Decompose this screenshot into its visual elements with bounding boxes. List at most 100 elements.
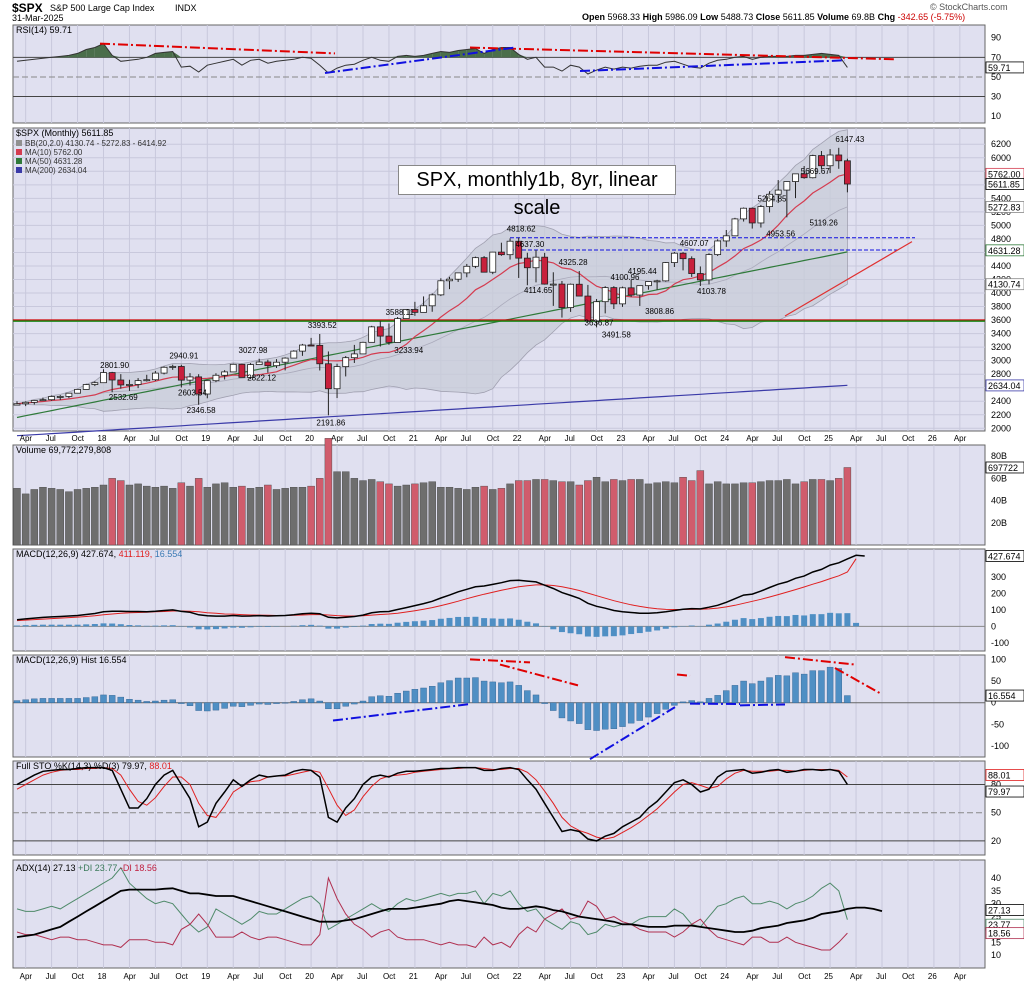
macd-hist-bar [411,621,418,627]
volume-bar [194,478,203,546]
price-value-tag-text: 4130.74 [988,280,1021,290]
x-axis-label-top: Jul [461,434,471,443]
macd-hist-bar [264,626,271,627]
price-value-tag-box [985,178,1024,190]
rsi-trendline-red-1 [99,42,336,55]
ma200-line [16,384,848,437]
candle-body [402,309,410,319]
candle [688,256,696,277]
candle [610,286,618,309]
volume-bar [21,493,30,546]
hist-bar [550,702,557,711]
sto-d-value-tag-box [985,769,1024,781]
macd-hist-bar [247,626,254,628]
macd-hist-bar [593,626,600,637]
hist-bar [524,690,531,703]
candle [662,262,670,282]
volume-bar [670,482,679,546]
price-point-label: 4953.56 [766,230,795,239]
hist-bar [645,702,652,718]
hist-bar [463,677,470,703]
macd-hist-bar [135,625,142,627]
macd-hist-bar [14,625,20,627]
volume-bar [454,488,462,546]
candle-body [316,344,324,365]
candle [446,276,453,290]
price-point-label: 6147.43 [835,135,864,144]
hist-bar [31,698,38,703]
rsi-axis-tick: 10 [991,111,1001,121]
price-point-label: 2822.12 [247,374,276,383]
macd-hist-bar [221,626,228,629]
macd-hist-bar [109,623,116,627]
x-axis-label-bottom: Oct [72,972,85,981]
volume-bar [393,485,402,546]
candle-body [844,160,851,185]
hist-bar [532,694,540,703]
rsi-value-tag-box [985,61,1024,74]
x-axis-label-bottom: Apr [539,972,552,981]
candle-body [489,251,497,273]
candle-body [454,272,462,280]
x-axis-label-bottom: Oct [694,972,707,981]
volume-bar [515,480,523,546]
price-point-label: 2603.54 [178,388,207,397]
candle-body [273,361,280,367]
hist-bar [429,686,436,703]
volume-bar [618,480,627,546]
macd-panel [12,548,986,652]
adx-axis-tick: 40 [991,873,1001,883]
x-axis-label-bottom: 26 [928,972,937,981]
candle [748,207,756,229]
hist-bar [307,698,315,703]
x-axis-label-top: Jul [565,434,575,443]
price-value-tag-text: 5272.83 [988,202,1021,212]
hist-bar [558,702,566,719]
macd-hist-bar [654,626,661,631]
price-point-label: 3808.86 [645,307,674,316]
x-axis-label-top: Apr [850,434,863,443]
sto-k-value-tag: 79.97 [985,785,1024,798]
x-axis-label-bottom: 21 [409,972,418,981]
x-axis-label-top: Jul [149,434,159,443]
hist-bar [264,702,272,705]
price-value-tag-text: 2634.04 [988,381,1021,391]
volume-bar [497,488,506,546]
x-axis-label-bottom: Apr [850,972,863,981]
macd-hist-bar [91,624,98,627]
macd-value-tag-text: 427.674 [988,551,1021,561]
candle-body [108,372,116,381]
macd-hist-bar [100,623,107,627]
volume-bar [229,487,237,546]
hist-bar [368,696,375,703]
hist-bar [506,681,514,703]
candle-body [774,189,782,195]
hist-bar [333,702,341,710]
candle-body [497,251,505,256]
macd-hist-bar [550,626,557,630]
hist-bar [273,702,280,704]
x-axis-label-bottom: 19 [201,972,210,981]
candle-body [212,374,220,382]
x-axis-label-top: Oct [902,434,915,443]
chg-label: Chg [877,12,896,22]
hist-bar [238,702,246,707]
candle [108,371,116,393]
hist-bar [541,702,548,704]
rsi-trendline-red-2 [469,46,896,61]
candle-body [91,382,99,385]
x-axis-label-bottom: Apr [20,972,33,981]
hist-bar [602,702,609,730]
candle-body [324,363,332,390]
hist-axis-tick: 0 [991,698,996,708]
candle [835,147,843,169]
volume-bar [610,479,618,546]
x-axis-label-bottom: 24 [720,972,729,981]
candle [316,334,324,371]
volume-bar [238,485,246,546]
candle [203,380,211,399]
hist-bar [671,702,678,706]
volume-bar [722,483,730,546]
rsi-axis-tick: 90 [991,33,1001,43]
macd-hist-bar [757,618,764,627]
